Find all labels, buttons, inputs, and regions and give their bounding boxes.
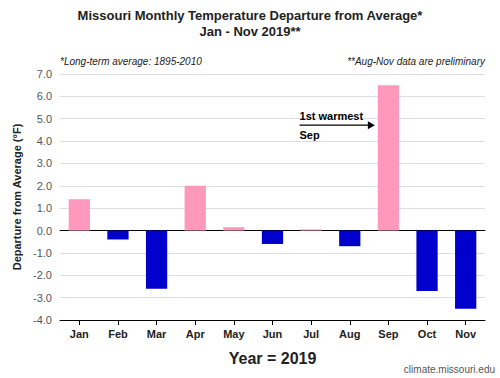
svg-text:Oct: Oct xyxy=(418,328,437,340)
svg-text:Missouri Monthly Temperature D: Missouri Monthly Temperature Departure f… xyxy=(78,8,424,23)
svg-text:6.0: 6.0 xyxy=(37,90,52,102)
svg-text:May: May xyxy=(223,328,245,340)
svg-text:-1.0: -1.0 xyxy=(33,247,52,259)
svg-text:1.0: 1.0 xyxy=(37,202,52,214)
svg-text:Aug: Aug xyxy=(339,328,360,340)
svg-text:Jan: Jan xyxy=(70,328,89,340)
svg-text:Year = 2019: Year = 2019 xyxy=(229,350,317,367)
svg-text:Jun: Jun xyxy=(263,328,283,340)
svg-text:-4.0: -4.0 xyxy=(33,314,52,326)
svg-text:Departure from Average (°F): Departure from Average (°F) xyxy=(11,123,23,270)
svg-text:3.0: 3.0 xyxy=(37,157,52,169)
svg-text:1st warmest: 1st warmest xyxy=(300,110,364,122)
svg-text:Jul: Jul xyxy=(303,328,319,340)
svg-text:Jan - Nov 2019**: Jan - Nov 2019** xyxy=(199,24,301,39)
svg-text:7.0: 7.0 xyxy=(37,68,52,80)
svg-text:Feb: Feb xyxy=(108,328,128,340)
svg-text:climate.missouri.edu: climate.missouri.edu xyxy=(404,364,495,375)
svg-text:**Aug-Nov data are preliminary: **Aug-Nov data are preliminary xyxy=(347,56,486,67)
svg-text:Sep: Sep xyxy=(300,129,320,141)
svg-text:Nov: Nov xyxy=(455,328,477,340)
svg-text:2.0: 2.0 xyxy=(37,180,52,192)
svg-text:*Long-term average: 1895-2010: *Long-term average: 1895-2010 xyxy=(60,56,202,67)
svg-text:4.0: 4.0 xyxy=(37,135,52,147)
svg-text:Sep: Sep xyxy=(378,328,398,340)
svg-text:-3.0: -3.0 xyxy=(33,292,52,304)
svg-text:5.0: 5.0 xyxy=(37,113,52,125)
svg-text:Mar: Mar xyxy=(147,328,167,340)
svg-text:-2.0: -2.0 xyxy=(33,269,52,281)
svg-text:0.0: 0.0 xyxy=(37,225,52,237)
svg-text:Apr: Apr xyxy=(186,328,206,340)
